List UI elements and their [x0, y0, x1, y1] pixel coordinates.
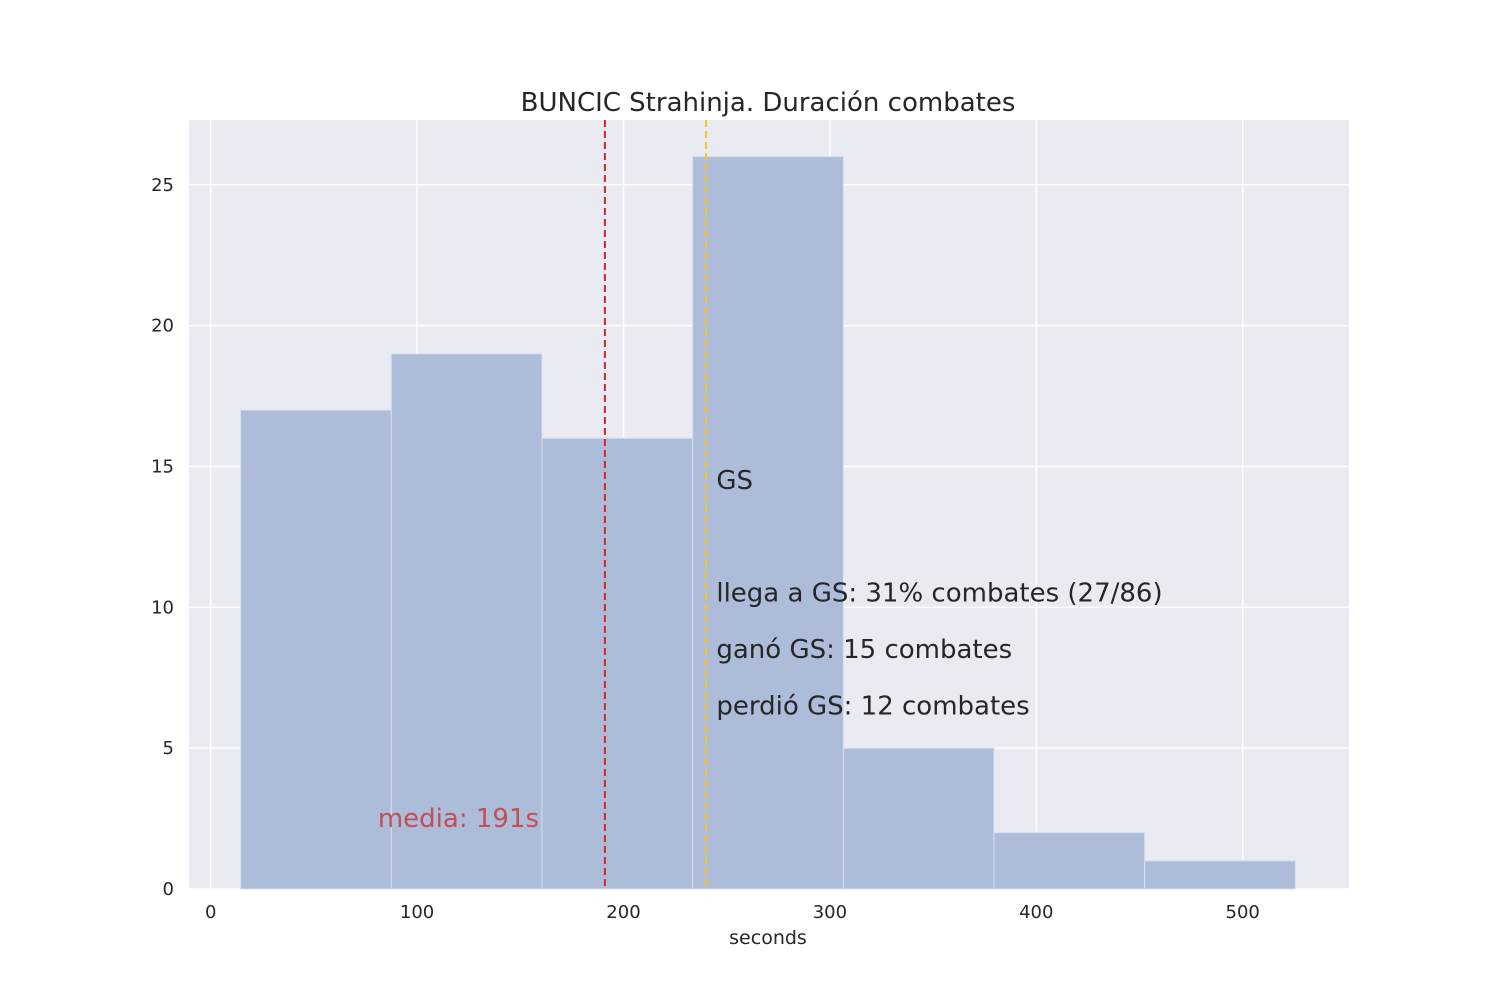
x-tick-label-5: 500 [1226, 902, 1260, 923]
x-tick-label-0: 0 [205, 902, 216, 923]
x-tick-label-2: 200 [606, 902, 640, 923]
x-axis-label: seconds [729, 927, 807, 949]
x-tick-labels: 0 100 200 300 400 500 [205, 902, 1260, 923]
golden-score-label: GS [716, 466, 753, 496]
histogram-bar-5 [993, 832, 1146, 890]
x-tick-label-3: 300 [813, 902, 847, 923]
y-tick-label-2: 10 [151, 597, 174, 618]
y-tick-label-5: 25 [151, 175, 174, 196]
y-tick-labels: 0 5 10 15 20 25 [151, 175, 174, 900]
gs-stat-annotation-0: llega a GS: 31% combates (27/86) [716, 579, 1162, 609]
histogram-bar-3 [692, 156, 844, 890]
reference-lines [603, 120, 708, 889]
mean-label: media: 191s [378, 804, 539, 834]
y-tick-label-0: 0 [163, 879, 174, 900]
x-tick-label-1: 100 [400, 902, 434, 923]
histogram-bar-6 [1144, 860, 1296, 890]
annotations: media: 191s GS llega a GS: 31% combates (2… [378, 466, 1163, 834]
y-tick-label-1: 5 [163, 738, 174, 759]
histogram-bar-0 [240, 409, 392, 890]
y-tick-label-4: 20 [151, 316, 174, 337]
histogram-bar-2 [541, 437, 694, 890]
x-tick-label-4: 400 [1019, 902, 1053, 923]
gs-stat-annotation-1: ganó GS: 15 combates [716, 635, 1012, 665]
chart-title: BUNCIC Strahinja. Duración combates [521, 88, 1016, 118]
y-tick-label-3: 15 [151, 456, 174, 477]
histogram-bars [240, 156, 1296, 890]
histogram-bar-4 [842, 747, 995, 890]
gs-stat-annotation-2: perdió GS: 12 combates [716, 691, 1029, 721]
